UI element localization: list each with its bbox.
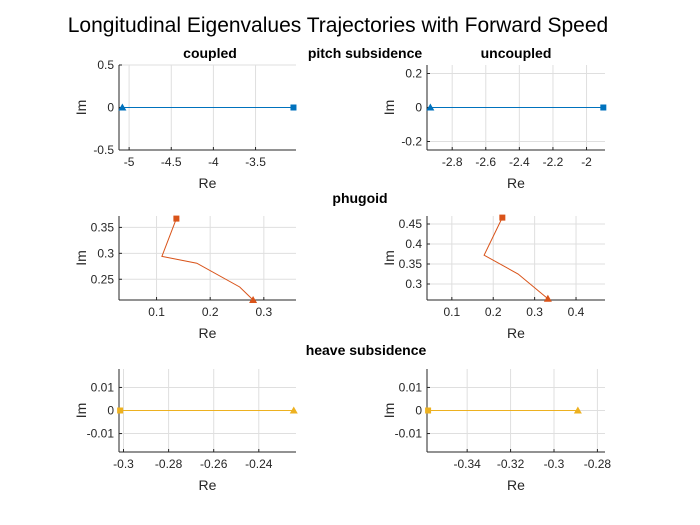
y-tick-label: 0.2 bbox=[405, 67, 422, 81]
subplot-phugoid-coupled: 0.1 0.2 0.3 0.25 0.3 0.35 Re Im bbox=[73, 215, 296, 341]
x-tick-label: -0.3 bbox=[113, 457, 134, 471]
x-tick-label: -3.5 bbox=[245, 155, 266, 169]
x-axis-label: Re bbox=[199, 325, 217, 341]
x-tick-label: 0.4 bbox=[568, 305, 585, 319]
x-tick-label: -0.32 bbox=[497, 457, 525, 471]
x-tick-label: 0.3 bbox=[255, 305, 272, 319]
subplot-pitch-uncoupled: -2.8 -2.6 -2.4 -2.2 -2 -0.2 0 0.2 Re Im bbox=[381, 65, 607, 191]
end-marker bbox=[289, 406, 298, 414]
x-tick-label: -2.6 bbox=[475, 155, 496, 169]
y-tick-label: -0.01 bbox=[395, 427, 423, 441]
x-tick-label: -2.4 bbox=[509, 155, 530, 169]
plot-area bbox=[427, 216, 605, 300]
y-tick-label: 0.01 bbox=[91, 380, 115, 394]
end-marker bbox=[173, 215, 180, 222]
start-marker bbox=[543, 294, 552, 302]
y-tick-label: 0.25 bbox=[91, 272, 115, 286]
x-tick-label: 0.2 bbox=[485, 305, 502, 319]
column-title-left: coupled bbox=[183, 45, 237, 61]
end-marker bbox=[290, 104, 297, 111]
row-title-pitch: pitch subsidence bbox=[308, 45, 423, 61]
start-marker bbox=[426, 103, 435, 111]
y-tick-label: 0.35 bbox=[399, 257, 423, 271]
y-axis-label: Im bbox=[73, 100, 89, 116]
y-tick-label: -0.2 bbox=[401, 135, 422, 149]
x-tick-label: 0.3 bbox=[526, 305, 543, 319]
y-tick-label: -0.5 bbox=[93, 143, 114, 157]
x-tick-label: -5 bbox=[124, 155, 135, 169]
x-axis-label: Re bbox=[507, 477, 525, 493]
subplot-pitch-coupled: -5 -4.5 -4 -3.5 -0.5 0 0.5 Re Im bbox=[73, 58, 297, 191]
subplot-phugoid-uncoupled: 0.1 0.2 0.3 0.4 0.3 0.35 0.4 0.45 Re Im bbox=[381, 214, 605, 341]
column-title-right: uncoupled bbox=[481, 45, 552, 61]
y-axis-label: Im bbox=[73, 403, 89, 419]
y-tick-label: -0.01 bbox=[87, 427, 115, 441]
x-axis-label: Re bbox=[507, 325, 525, 341]
y-tick-label: 0 bbox=[415, 404, 422, 418]
y-tick-label: 0.35 bbox=[91, 220, 115, 234]
x-axis-label: Re bbox=[199, 175, 217, 191]
y-tick-label: 0.45 bbox=[399, 217, 423, 231]
x-tick-label: -2.8 bbox=[442, 155, 463, 169]
start-marker bbox=[117, 407, 124, 414]
plot-area bbox=[119, 216, 296, 300]
y-axis-label: Im bbox=[381, 100, 397, 116]
y-tick-label: 0.3 bbox=[97, 246, 114, 260]
end-marker bbox=[600, 104, 607, 111]
row-title-heave: heave subsidence bbox=[306, 342, 427, 358]
start-marker bbox=[118, 103, 127, 111]
x-axis-label: Re bbox=[507, 175, 525, 191]
subplot-heave-uncoupled: -0.34 -0.32 -0.3 -0.28 -0.01 0 0.01 Re Im bbox=[381, 369, 611, 493]
figure-title: Longitudinal Eigenvalues Trajectories wi… bbox=[68, 14, 608, 37]
end-marker bbox=[499, 214, 506, 221]
x-tick-label: -2 bbox=[581, 155, 592, 169]
y-tick-label: 0.5 bbox=[97, 58, 114, 72]
y-axis-label: Im bbox=[381, 250, 397, 266]
x-axis-label: Re bbox=[199, 477, 217, 493]
row-title-phugoid: phugoid bbox=[332, 190, 387, 206]
x-tick-label: -0.3 bbox=[544, 457, 565, 471]
y-tick-label: 0 bbox=[107, 404, 114, 418]
y-tick-label: 0.4 bbox=[405, 237, 422, 251]
x-tick-label: -0.28 bbox=[155, 457, 183, 471]
x-tick-label: -0.34 bbox=[453, 457, 481, 471]
y-tick-label: 0 bbox=[107, 101, 114, 115]
x-tick-label: -2.2 bbox=[543, 155, 564, 169]
x-tick-label: -4.5 bbox=[161, 155, 182, 169]
x-tick-label: -0.28 bbox=[584, 457, 612, 471]
x-tick-label: 0.2 bbox=[202, 305, 219, 319]
x-tick-label: 0.1 bbox=[443, 305, 460, 319]
y-tick-label: 0 bbox=[415, 101, 422, 115]
subplots: -5 -4.5 -4 -3.5 -0.5 0 0.5 Re Im -2.8 -2.6 -2.4 -2.2… bbox=[73, 58, 611, 493]
y-tick-label: 0.01 bbox=[399, 380, 423, 394]
x-tick-label: 0.1 bbox=[148, 305, 165, 319]
x-tick-label: -4 bbox=[208, 155, 219, 169]
y-tick-label: 0.3 bbox=[405, 277, 422, 291]
start-marker bbox=[249, 296, 258, 303]
x-tick-label: -0.24 bbox=[245, 457, 273, 471]
y-axis-label: Im bbox=[73, 250, 89, 266]
y-axis-label: Im bbox=[381, 403, 397, 419]
end-marker bbox=[573, 406, 582, 414]
series-line bbox=[483, 217, 549, 300]
x-tick-label: -0.26 bbox=[200, 457, 228, 471]
subplot-heave-coupled: -0.3 -0.28 -0.26 -0.24 -0.01 0 0.01 Re Im bbox=[73, 369, 298, 493]
series-line bbox=[161, 218, 254, 301]
start-marker bbox=[425, 407, 432, 414]
